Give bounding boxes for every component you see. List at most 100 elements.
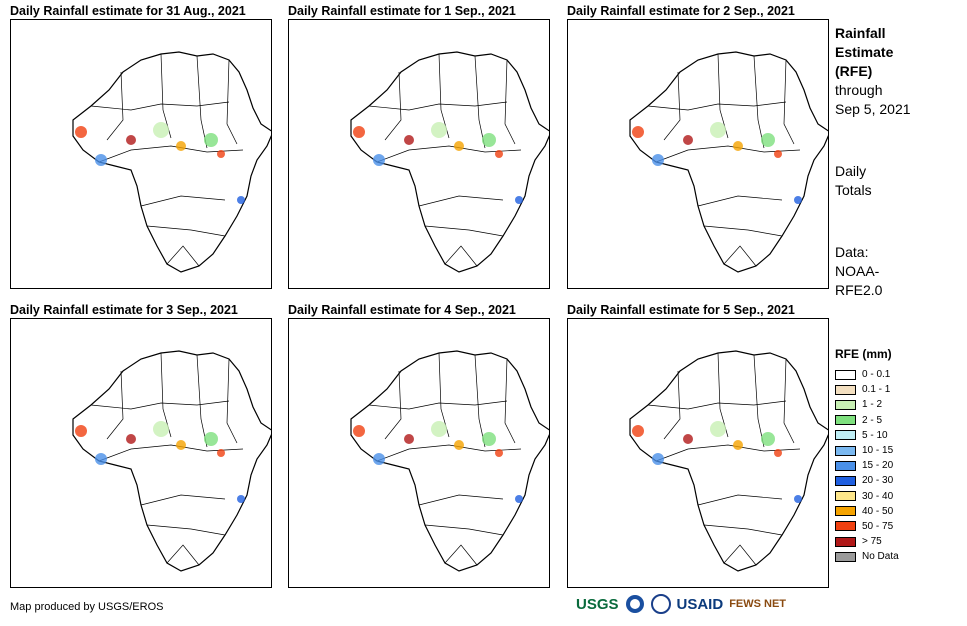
africa-map bbox=[10, 19, 272, 289]
country-border bbox=[663, 370, 681, 440]
country-border bbox=[384, 370, 402, 440]
legend-label: 0.1 - 1 bbox=[862, 384, 891, 396]
country-border bbox=[196, 55, 208, 149]
usaid-logo: USAID bbox=[676, 595, 724, 613]
coastline bbox=[629, 350, 828, 572]
rainfall-patch bbox=[632, 126, 644, 138]
country-border bbox=[418, 494, 504, 506]
legend-label: 2 - 5 bbox=[862, 414, 883, 426]
rainfall-patch bbox=[495, 150, 503, 158]
country-border bbox=[166, 544, 200, 566]
legend-label: 10 - 15 bbox=[862, 445, 894, 457]
map-panel-5: Daily Rainfall estimate for 4 Sep., 2021 bbox=[288, 302, 550, 588]
partner-logos: USGS USAID FEWS NET bbox=[576, 594, 786, 614]
africa-map bbox=[10, 318, 272, 588]
rainfall-patch bbox=[454, 141, 464, 151]
africa-outline bbox=[350, 350, 549, 572]
legend-label: 0 - 0.1 bbox=[862, 369, 891, 381]
map-panel-2: Daily Rainfall estimate for 1 Sep., 2021 bbox=[288, 3, 550, 289]
noaa-logo-icon bbox=[625, 595, 644, 613]
country-border bbox=[166, 245, 200, 267]
rainfall-patch bbox=[515, 196, 523, 204]
rainfall-patch bbox=[353, 126, 365, 138]
rainfall-patch bbox=[126, 135, 136, 145]
legend-title: RFE (mm) bbox=[835, 347, 892, 361]
rainfall-patch bbox=[482, 432, 496, 446]
country-border bbox=[140, 195, 226, 207]
africa-map bbox=[567, 19, 829, 289]
legend-swatch bbox=[835, 536, 856, 547]
legend-row: 20 - 30 bbox=[835, 473, 899, 488]
legend-row: 2 - 5 bbox=[835, 413, 899, 428]
panel-title: Daily Rainfall estimate for 1 Sep., 2021 bbox=[288, 4, 516, 18]
country-border bbox=[106, 370, 124, 440]
country-border bbox=[368, 400, 508, 410]
country-border bbox=[90, 101, 230, 111]
rainfall-patch bbox=[204, 432, 218, 446]
rainfall-patch bbox=[710, 122, 726, 138]
daily-label: Daily bbox=[835, 163, 867, 179]
panel-title: Daily Rainfall estimate for 2 Sep., 2021 bbox=[567, 4, 795, 18]
legend-label: 1 - 2 bbox=[862, 399, 883, 411]
legend-row: No Data bbox=[835, 549, 899, 564]
country-border bbox=[753, 354, 765, 448]
country-border bbox=[703, 225, 783, 237]
panel-title: Daily Rainfall estimate for 5 Sep., 2021 bbox=[567, 303, 795, 317]
country-border bbox=[474, 55, 486, 149]
legend-row: 40 - 50 bbox=[835, 504, 899, 519]
country-border bbox=[647, 101, 787, 111]
country-border bbox=[783, 358, 795, 444]
legend-row: 1 - 2 bbox=[835, 397, 899, 412]
legend-row: 0 - 0.1 bbox=[835, 367, 899, 382]
rainfall-patch bbox=[176, 141, 186, 151]
rainfall-patch bbox=[652, 453, 664, 465]
map-panel-6: Daily Rainfall estimate for 5 Sep., 2021 bbox=[567, 302, 829, 588]
rainfall-patch bbox=[373, 453, 385, 465]
africa-outline bbox=[72, 51, 271, 273]
credit-text: Map produced by USGS/EROS bbox=[10, 601, 164, 613]
period-label: Daily Totals bbox=[835, 162, 872, 200]
legend-row: 0.1 - 1 bbox=[835, 382, 899, 397]
rainfall-patch bbox=[153, 122, 169, 138]
coastline bbox=[350, 350, 549, 572]
rainfall-patch bbox=[761, 432, 775, 446]
country-border bbox=[723, 245, 757, 267]
rainfall-patch bbox=[217, 449, 225, 457]
country-border bbox=[703, 524, 783, 536]
legend-swatch bbox=[835, 521, 856, 532]
title-line: Rainfall bbox=[835, 25, 886, 41]
rainfall-patch bbox=[431, 421, 447, 437]
country-border bbox=[424, 225, 504, 237]
country-border bbox=[196, 354, 208, 448]
legend-label: 5 - 10 bbox=[862, 429, 888, 441]
country-border bbox=[140, 494, 226, 506]
legend-row: 10 - 15 bbox=[835, 443, 899, 458]
country-border bbox=[444, 245, 478, 267]
coastline bbox=[350, 51, 549, 273]
legend-label: 15 - 20 bbox=[862, 460, 894, 472]
legend-swatch bbox=[835, 369, 856, 380]
rainfall-patch bbox=[373, 154, 385, 166]
rainfall-patch bbox=[404, 135, 414, 145]
rainfall-patch bbox=[75, 425, 87, 437]
rainfall-patch bbox=[204, 133, 218, 147]
rainfall-patch bbox=[761, 133, 775, 147]
africa-outline bbox=[72, 350, 271, 572]
through-label: through bbox=[835, 82, 883, 98]
legend-swatch bbox=[835, 460, 856, 471]
nasa-seal-icon bbox=[650, 594, 671, 614]
data-source-line: NOAA- bbox=[835, 263, 880, 279]
country-border bbox=[723, 544, 757, 566]
africa-outline bbox=[629, 51, 828, 273]
rainfall-patch bbox=[774, 150, 782, 158]
rainfall-patch bbox=[683, 135, 693, 145]
country-border bbox=[90, 400, 230, 410]
legend-label: No Data bbox=[862, 551, 899, 563]
coastline bbox=[72, 51, 271, 273]
legend-swatch bbox=[835, 399, 856, 410]
country-border bbox=[697, 494, 783, 506]
data-label: Data: bbox=[835, 244, 869, 260]
rainfall-patch bbox=[237, 196, 245, 204]
rainfall-patch bbox=[153, 421, 169, 437]
rainfall-patch bbox=[794, 495, 802, 503]
